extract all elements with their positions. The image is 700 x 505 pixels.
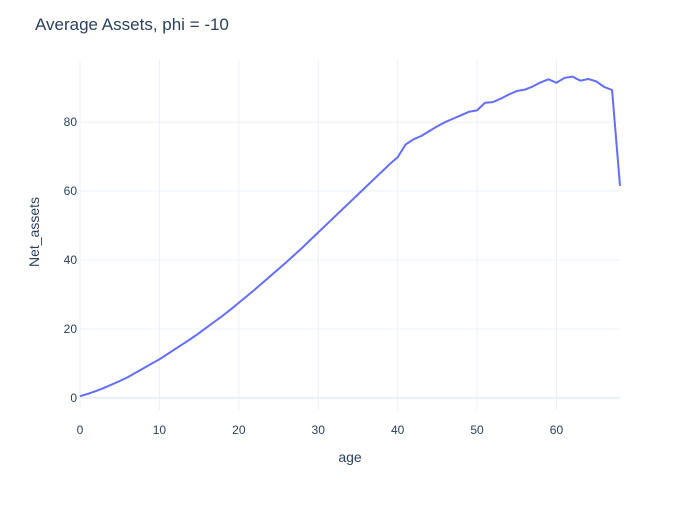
x-tick-label: 40 xyxy=(391,423,405,437)
tick-layer: 0 10 20 30 40 50 60 0 20 40 60 80 xyxy=(64,115,564,437)
grid-layer xyxy=(79,60,620,410)
series-layer xyxy=(79,75,621,398)
x-tick-label: 30 xyxy=(312,423,326,437)
x-tick-label: 20 xyxy=(232,423,246,437)
x-axis-title: age xyxy=(338,449,362,465)
y-tick-label: 80 xyxy=(64,115,78,129)
y-tick-label: 60 xyxy=(64,184,78,198)
x-tick-label: 10 xyxy=(153,423,167,437)
chart-title: Average Assets, phi = -10 xyxy=(35,15,229,34)
y-axis-title: Net_assets xyxy=(26,197,42,267)
y-tick-label: 0 xyxy=(70,391,77,405)
y-tick-label: 20 xyxy=(64,322,78,336)
x-tick-label: 50 xyxy=(470,423,484,437)
x-tick-label: 60 xyxy=(550,423,564,437)
x-tick-label: 0 xyxy=(77,423,84,437)
y-tick-label: 40 xyxy=(64,253,78,267)
series-line xyxy=(79,75,621,398)
